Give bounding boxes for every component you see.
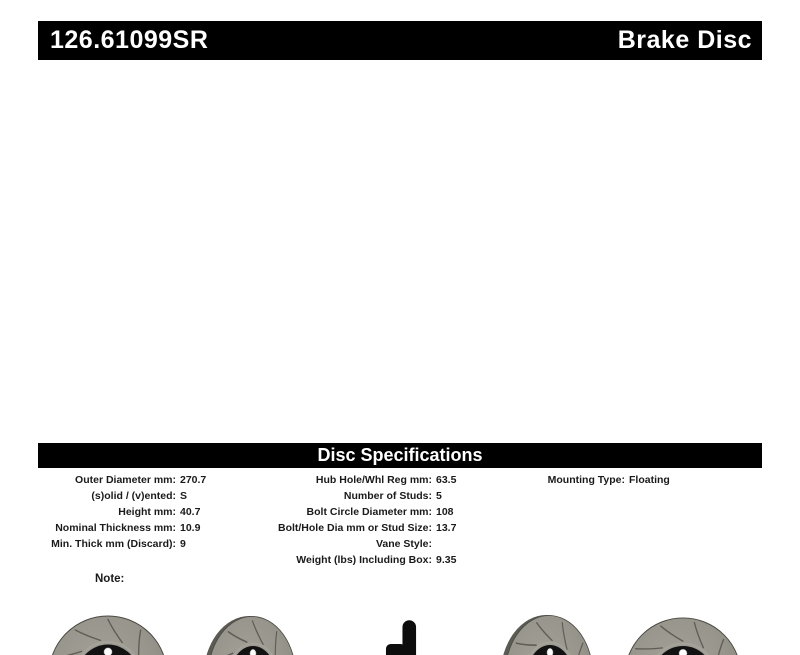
brake-disc-front-image-2 <box>628 617 738 655</box>
spec-label: Bolt Circle Diameter mm: <box>306 506 432 518</box>
spec-label: Number of Studs: <box>343 490 432 502</box>
brake-disc-front-image <box>51 615 165 655</box>
product-images-row <box>0 300 800 655</box>
spec-row: Number of Studs: 5 <box>245 488 456 504</box>
spec-value: 40.7 <box>180 506 201 518</box>
spec-row: Mounting Type: Floating <box>515 472 670 488</box>
part-number-text: 126.61099SR <box>50 26 209 54</box>
spec-value: S <box>180 490 188 502</box>
note-label: Note: <box>95 573 125 585</box>
spec-row: Min. Thick mm (Discard): 9 <box>26 536 206 552</box>
spec-row: Bolt Circle Diameter mm: 108 <box>245 504 456 520</box>
brake-disc-angled-image <box>206 616 294 655</box>
brake-disc-profile-image <box>385 620 417 655</box>
brake-disc-angled-image-2 <box>503 615 591 655</box>
spec-row: Outer Diameter mm: 270.7 <box>26 472 206 488</box>
spec-label: Weight (lbs) Including Box: <box>296 554 432 566</box>
spec-value: 10.9 <box>180 522 201 534</box>
spec-label: Outer Diameter mm: <box>75 474 176 486</box>
spec-row: Bolt/Hole Dia mm or Stud Size: 13.7 <box>245 520 456 536</box>
spec-label: (s)olid / (v)ented: <box>91 490 176 502</box>
spec-value: 63.5 <box>436 474 457 486</box>
spec-label: Height mm: <box>118 506 176 518</box>
spec-value: 270.7 <box>180 474 207 486</box>
spec-value: 9.35 <box>436 554 457 566</box>
spec-label: Min. Thick mm (Discard): <box>51 538 176 550</box>
spec-label: Hub Hole/Whl Reg mm: <box>315 474 432 486</box>
spec-value: 9 <box>180 538 186 550</box>
spec-value: 5 <box>436 490 442 502</box>
spec-row: Hub Hole/Whl Reg mm: 63.5 <box>245 472 457 488</box>
spec-row: Nominal Thickness mm: 10.9 <box>26 520 206 536</box>
spec-row: Weight (lbs) Including Box: 9.35 <box>245 552 456 568</box>
header-bar: 126.61099SR Brake Disc <box>38 21 762 60</box>
spec-column-left: Outer Diameter mm: 270.7 (s)olid / (v)en… <box>26 472 206 552</box>
spec-value: 13.7 <box>436 522 457 534</box>
spec-label: Mounting Type: <box>547 474 625 486</box>
spec-row: (s)olid / (v)ented: S <box>26 488 206 504</box>
spec-value: 108 <box>436 506 454 518</box>
spec-section-bar: Disc Specifications <box>38 443 762 468</box>
spec-label: Nominal Thickness mm: <box>55 522 176 534</box>
spec-label: Vane Style: <box>375 538 432 550</box>
product-title-text: Brake Disc <box>617 26 752 54</box>
spec-column-right: Mounting Type: Floating <box>515 472 670 488</box>
spec-section-title: Disc Specifications <box>317 445 483 465</box>
spec-label: Bolt/Hole Dia mm or Stud Size: <box>277 522 432 534</box>
spec-value: Floating <box>629 474 670 486</box>
spec-column-middle: Hub Hole/Whl Reg mm: 63.5 Number of Stud… <box>245 472 456 568</box>
spec-row: Vane Style: <box>245 536 456 552</box>
spec-row: Height mm: 40.7 <box>26 504 206 520</box>
